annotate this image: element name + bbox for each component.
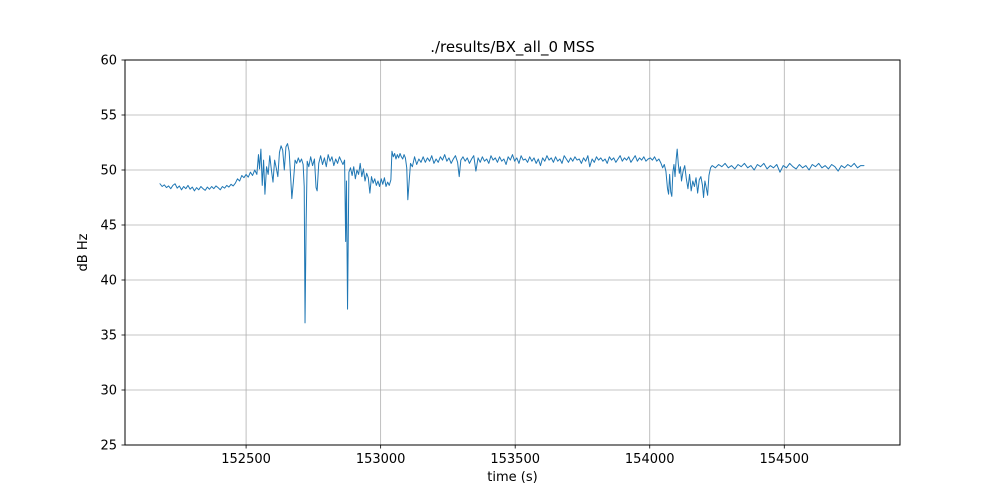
- y-tick-label: 45: [100, 219, 117, 234]
- x-tick-label: 154500: [759, 452, 809, 467]
- y-tick-label: 25: [100, 439, 117, 454]
- series-line: [159, 143, 865, 324]
- y-axis-label: dB Hz: [76, 233, 91, 271]
- y-tick-label: 30: [100, 384, 117, 399]
- y-tick-label: 60: [100, 54, 117, 69]
- tick-labels: 152500 153000 153500 154000 154500 25 30 35 40 45…: [100, 54, 809, 468]
- x-tick-label: 154000: [625, 452, 675, 467]
- chart-title: ./results/BX_all_0 MSS: [430, 38, 595, 57]
- tick-marks: [121, 59, 785, 449]
- axes-spines: [124, 59, 901, 446]
- x-tick-label: 152500: [221, 452, 271, 467]
- y-tick-label: 55: [100, 109, 117, 124]
- y-tick-label: 50: [100, 164, 117, 179]
- y-tick-label: 40: [100, 274, 117, 289]
- data-series: [159, 143, 865, 324]
- y-tick-label: 35: [100, 329, 117, 344]
- x-tick-label: 153500: [490, 452, 540, 467]
- x-axis-label: time (s): [487, 470, 537, 485]
- x-tick-label: 153000: [356, 452, 406, 467]
